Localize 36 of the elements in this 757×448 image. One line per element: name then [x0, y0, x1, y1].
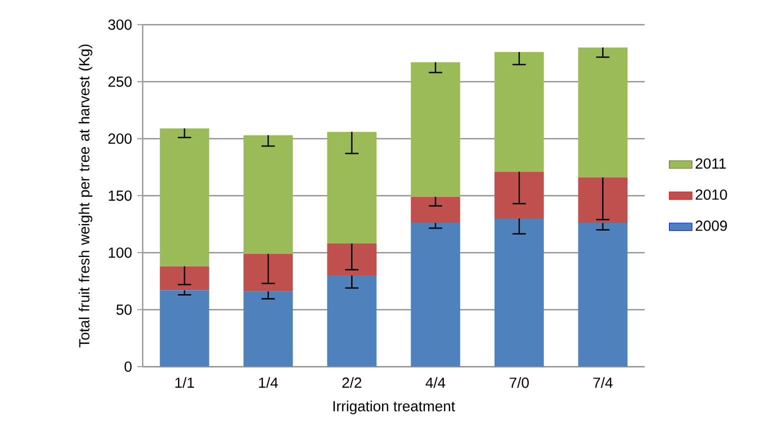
bar [327, 244, 376, 276]
y-axis-title: Total fruit fresh weight per tree at harvest (Kg) [78, 44, 92, 348]
y-tick-label: 0 [124, 361, 132, 372]
bar [244, 291, 293, 367]
y-tick-label: 100 [108, 247, 132, 258]
bar [578, 47, 628, 178]
bar [160, 290, 210, 367]
bar [494, 52, 544, 172]
x-tick-label: 4/4 [426, 377, 446, 388]
bar [160, 128, 210, 266]
x-axis-title: Irrigation treatment [333, 400, 456, 414]
bar [494, 172, 544, 218]
bar [327, 275, 376, 367]
bar [244, 254, 293, 292]
legend-label: 2009 [696, 220, 727, 231]
x-tick-label: 7/4 [593, 377, 613, 388]
bar [244, 135, 293, 254]
x-tick-label: 1/1 [175, 377, 194, 388]
bar [494, 218, 544, 367]
y-tick-label: 150 [108, 190, 132, 201]
y-tick-label: 300 [108, 19, 132, 30]
x-tick-label: 2/2 [342, 377, 362, 388]
legend-label: 2010 [696, 189, 727, 200]
legend-label: 2011 [696, 158, 726, 169]
bar [578, 177, 628, 224]
bar [578, 223, 628, 367]
bar [327, 132, 376, 244]
y-tick-label: 200 [108, 133, 132, 144]
bar [410, 196, 460, 224]
x-tick-label: 7/0 [510, 377, 529, 388]
y-tick-label: 250 [108, 76, 132, 87]
bar [410, 62, 460, 197]
bar [160, 266, 210, 290]
bar [410, 223, 460, 367]
y-tick-label: 50 [116, 304, 132, 315]
x-tick-label: 1/4 [259, 377, 278, 388]
